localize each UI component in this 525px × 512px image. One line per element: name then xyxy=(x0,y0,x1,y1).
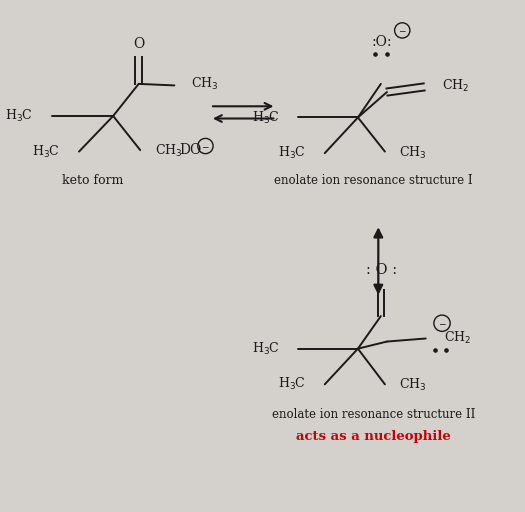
Text: H$_3$C: H$_3$C xyxy=(278,145,306,161)
Text: $-$: $-$ xyxy=(438,318,446,327)
Text: keto form: keto form xyxy=(62,174,123,187)
Text: H$_3$C: H$_3$C xyxy=(32,143,60,160)
Text: CH$_3$: CH$_3$ xyxy=(399,144,427,161)
Text: O: O xyxy=(133,37,144,51)
Text: H$_3$C: H$_3$C xyxy=(5,108,33,124)
Text: H$_3$C: H$_3$C xyxy=(252,340,280,357)
Text: CH$_2$: CH$_2$ xyxy=(444,329,471,346)
Text: enolate ion resonance structure II: enolate ion resonance structure II xyxy=(271,409,475,421)
Text: H$_3$C: H$_3$C xyxy=(252,110,280,125)
Text: CH$_3$: CH$_3$ xyxy=(155,143,183,159)
Text: H$_3$C: H$_3$C xyxy=(278,376,306,392)
Text: enolate ion resonance structure I: enolate ion resonance structure I xyxy=(274,174,472,187)
Text: $-$: $-$ xyxy=(398,26,406,34)
Text: acts as a nucleophile: acts as a nucleophile xyxy=(296,430,450,443)
Text: : O :: : O : xyxy=(366,263,397,278)
Text: :O:: :O: xyxy=(372,35,392,49)
Text: CH$_3$: CH$_3$ xyxy=(191,76,218,93)
Text: $-$: $-$ xyxy=(201,141,210,150)
Text: CH$_3$: CH$_3$ xyxy=(399,377,427,393)
Text: DO: DO xyxy=(180,143,202,157)
Text: CH$_2$: CH$_2$ xyxy=(442,78,469,94)
